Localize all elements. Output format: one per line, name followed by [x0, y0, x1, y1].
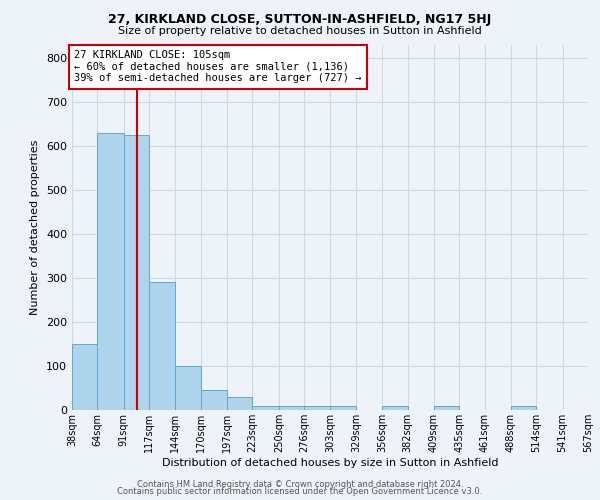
Bar — [279, 406, 304, 410]
Bar — [253, 406, 279, 410]
Text: Size of property relative to detached houses in Sutton in Ashfield: Size of property relative to detached ho… — [118, 26, 482, 36]
Text: 27 KIRKLAND CLOSE: 105sqm
← 60% of detached houses are smaller (1,136)
39% of se: 27 KIRKLAND CLOSE: 105sqm ← 60% of detac… — [74, 50, 361, 84]
Bar — [124, 135, 149, 410]
X-axis label: Distribution of detached houses by size in Sutton in Ashfield: Distribution of detached houses by size … — [162, 458, 498, 468]
Bar — [304, 406, 331, 410]
Bar — [227, 397, 253, 410]
Bar — [201, 390, 227, 410]
Bar — [97, 133, 124, 410]
Bar — [434, 406, 459, 410]
Bar — [175, 366, 201, 410]
Text: Contains public sector information licensed under the Open Government Licence v3: Contains public sector information licen… — [118, 487, 482, 496]
Bar — [331, 406, 356, 410]
Bar — [72, 344, 97, 410]
Text: Contains HM Land Registry data © Crown copyright and database right 2024.: Contains HM Land Registry data © Crown c… — [137, 480, 463, 489]
Text: 27, KIRKLAND CLOSE, SUTTON-IN-ASHFIELD, NG17 5HJ: 27, KIRKLAND CLOSE, SUTTON-IN-ASHFIELD, … — [109, 12, 491, 26]
Bar — [382, 406, 407, 410]
Y-axis label: Number of detached properties: Number of detached properties — [31, 140, 40, 315]
Bar — [149, 282, 175, 410]
Bar — [511, 406, 536, 410]
